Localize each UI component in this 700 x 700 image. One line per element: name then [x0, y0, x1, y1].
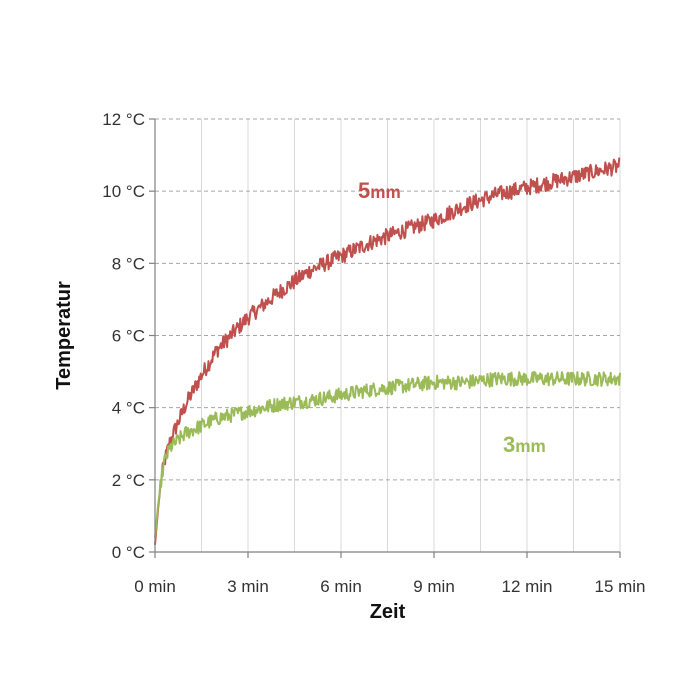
x-tick-label: 6 min — [320, 577, 362, 596]
x-tick-label: 9 min — [413, 577, 455, 596]
series-label-number: 5 — [358, 178, 370, 203]
grid-lines — [154, 118, 621, 552]
y-tick-label: 10 °C — [102, 182, 145, 201]
x-tick-label: 12 min — [501, 577, 552, 596]
y-axis-title: Temperatur — [53, 281, 75, 390]
y-tick-label: 12 °C — [102, 110, 145, 129]
tick-labels: 0 °C 2 °C 4 °C 6 °C 8 °C 10 °C 12 °C 0 min 3 min… — [102, 110, 645, 596]
x-tick-label: 15 min — [594, 577, 645, 596]
y-tick-label: 0 °C — [112, 543, 145, 562]
series-label-unit: mm — [370, 182, 401, 202]
y-tick-label: 4 °C — [112, 399, 145, 418]
x-axis-title: Zeit — [370, 601, 406, 623]
y-tick-label: 2 °C — [112, 471, 145, 490]
x-tick-label: 0 min — [134, 577, 176, 596]
x-tick-label: 3 min — [227, 577, 269, 596]
series-line-5mm — [154, 157, 621, 545]
series-label-unit: mm — [515, 436, 546, 456]
series-line-3mm — [154, 371, 621, 538]
series-label-3mm: 3mm — [503, 432, 546, 457]
series-label-number: 3 — [503, 432, 515, 457]
y-tick-label: 6 °C — [112, 327, 145, 346]
series-label-5mm: 5mm — [358, 178, 401, 203]
y-tick-label: 8 °C — [112, 254, 145, 273]
series-lines — [154, 157, 621, 545]
